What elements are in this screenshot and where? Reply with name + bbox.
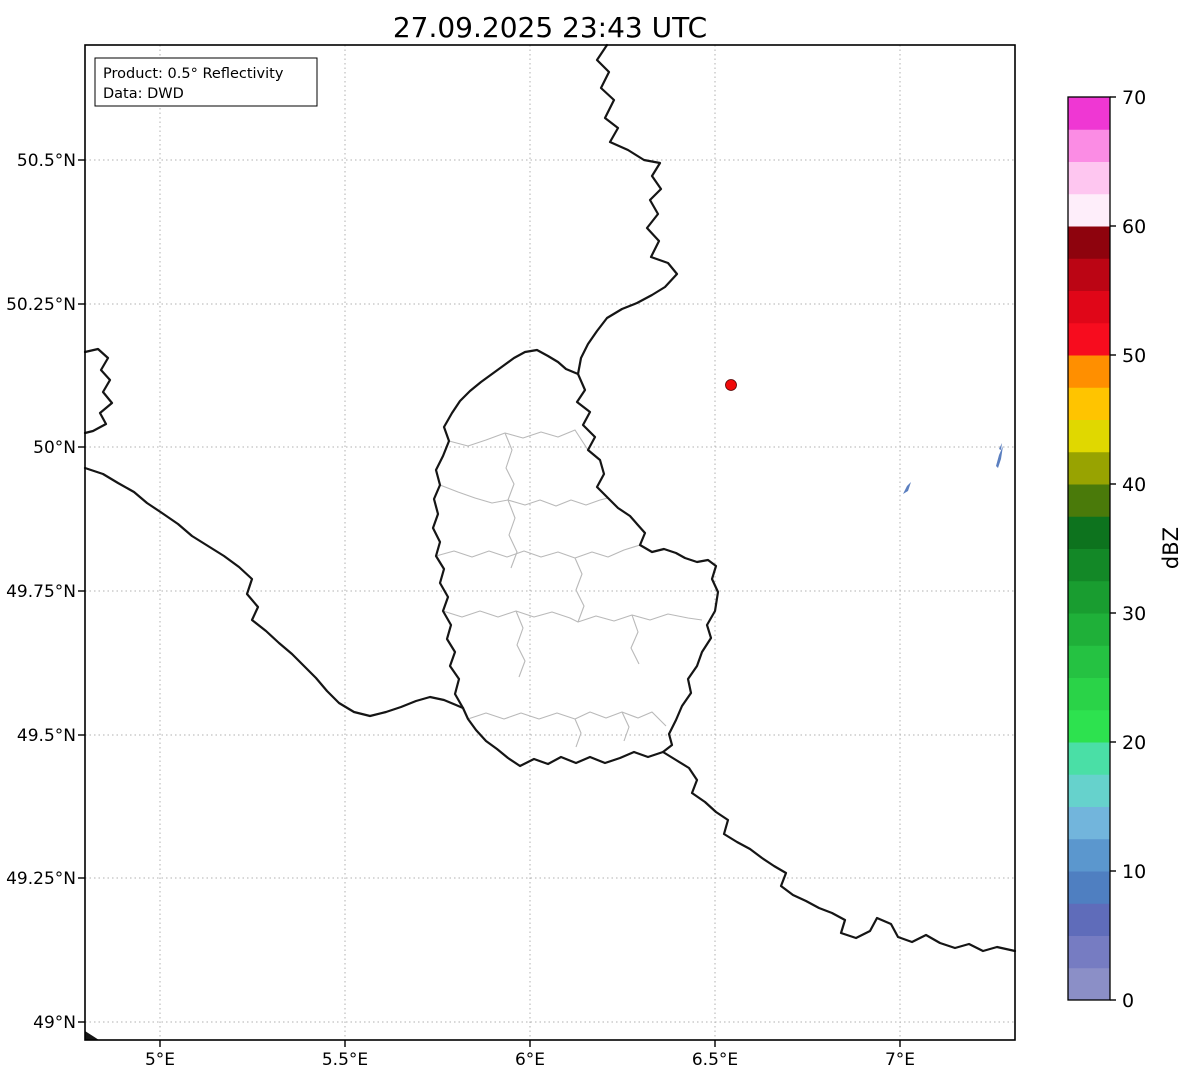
colorbar-tick-marks: [1110, 96, 1116, 1001]
echo-patch: [999, 443, 1002, 450]
info-box-product-line: Product: 0.5° Reflectivity: [103, 66, 284, 82]
colorbar-segment: [1068, 355, 1110, 388]
colorbar-unit-label: dBZ: [1159, 527, 1183, 569]
colorbar-tick-label: 40: [1122, 474, 1146, 496]
colorbar-segment: [1068, 774, 1110, 807]
colorbar-segment: [1068, 193, 1110, 227]
colorbar: 70 60 50 40 30 20 10 0 dBZ: [1067, 87, 1183, 1012]
colorbar-segment: [1068, 613, 1110, 646]
x-tick-label: 5°E: [145, 1050, 175, 1070]
echo-patch: [996, 446, 1003, 468]
colorbar-tick-label: 30: [1122, 603, 1146, 625]
border-loop-left-edge: [83, 347, 114, 435]
colorbar-segment: [1068, 258, 1110, 291]
canton-borders: [435, 429, 703, 748]
colorbar-segment: [1068, 322, 1110, 356]
colorbar-segment: [1068, 97, 1110, 130]
y-tick-label: 50.25°N: [6, 295, 76, 315]
border-fragment-bottom-left: [85, 1031, 99, 1040]
info-box-frame: [94, 57, 318, 107]
y-tick-label: 49°N: [33, 1013, 76, 1033]
y-tick-label: 49.25°N: [6, 869, 76, 889]
colorbar-tick-label: 50: [1122, 345, 1146, 367]
echo-patch: [903, 482, 911, 494]
border-france-belgium: [83, 466, 465, 718]
y-tick-label: 49.75°N: [6, 582, 76, 602]
colorbar-segment: [1068, 580, 1110, 614]
colorbar-tick-label: 0: [1122, 990, 1134, 1012]
colorbar-segment: [1068, 451, 1110, 485]
colorbar-segment: [1068, 709, 1110, 743]
y-tick-label: 50°N: [33, 438, 76, 458]
info-box: Product: 0.5° Reflectivity Data: DWD: [94, 57, 318, 107]
border-belgium-germany: [576, 43, 679, 376]
x-tick-label: 7°E: [885, 1050, 915, 1070]
colorbar-segment: [1068, 516, 1110, 549]
colorbar-segment: [1068, 838, 1110, 872]
colorbar-segment: [1068, 161, 1110, 195]
y-tick-label: 50.5°N: [17, 151, 76, 171]
colorbar-segment: [1068, 290, 1110, 324]
colorbar-segment: [1068, 548, 1110, 582]
y-tick-label: 49.5°N: [17, 726, 76, 746]
radar-site-marker: [725, 379, 737, 391]
x-tick-label: 6.5°E: [692, 1050, 738, 1070]
colorbar-tick-labels: 70 60 50 40 30 20 10 0: [1122, 87, 1146, 1012]
colorbar-segment: [1068, 742, 1110, 775]
country-borders: [83, 43, 1017, 1040]
colorbar-segment: [1068, 484, 1110, 517]
axis-tick-marks: [78, 159, 901, 1047]
info-box-data-line: Data: DWD: [103, 86, 184, 102]
border-luxembourg: [431, 348, 720, 768]
colorbar-tick-label: 70: [1122, 87, 1146, 109]
colorbar-segment: [1068, 871, 1110, 904]
gridlines: [85, 45, 1015, 1040]
colorbar-tick-label: 10: [1122, 861, 1146, 883]
colorbar-segment: [1068, 226, 1110, 259]
colorbar-segment: [1068, 935, 1110, 969]
colorbar-segment: [1068, 967, 1110, 1001]
colorbar-segment: [1068, 645, 1110, 678]
colorbar-segment: [1068, 387, 1110, 420]
colorbar-segment: [1068, 903, 1110, 936]
colorbar-segment: [1068, 419, 1110, 453]
border-france-germany: [661, 750, 1017, 953]
colorbar-tick-label: 20: [1122, 732, 1146, 754]
plot-frame: [84, 44, 1016, 1041]
x-tick-label: 5.5°E: [322, 1050, 368, 1070]
x-axis-labels: 5°E 5.5°E 6°E 6.5°E 7°E: [145, 1050, 915, 1070]
colorbar-frame: [1067, 96, 1111, 1001]
colorbar-segment: [1068, 129, 1110, 162]
plot-area-background: [85, 45, 1015, 1040]
colorbar-segment: [1068, 677, 1110, 711]
y-axis-labels: 50.5°N 50.25°N 50°N 49.75°N 49.5°N 49.25…: [6, 151, 76, 1033]
radar-echoes: [903, 443, 1003, 494]
colorbar-segments: [1068, 97, 1110, 1001]
colorbar-segment: [1068, 806, 1110, 840]
x-tick-label: 6°E: [515, 1050, 545, 1070]
figure-title: 27.09.2025 23:43 UTC: [393, 11, 707, 44]
colorbar-tick-label: 60: [1122, 216, 1146, 238]
